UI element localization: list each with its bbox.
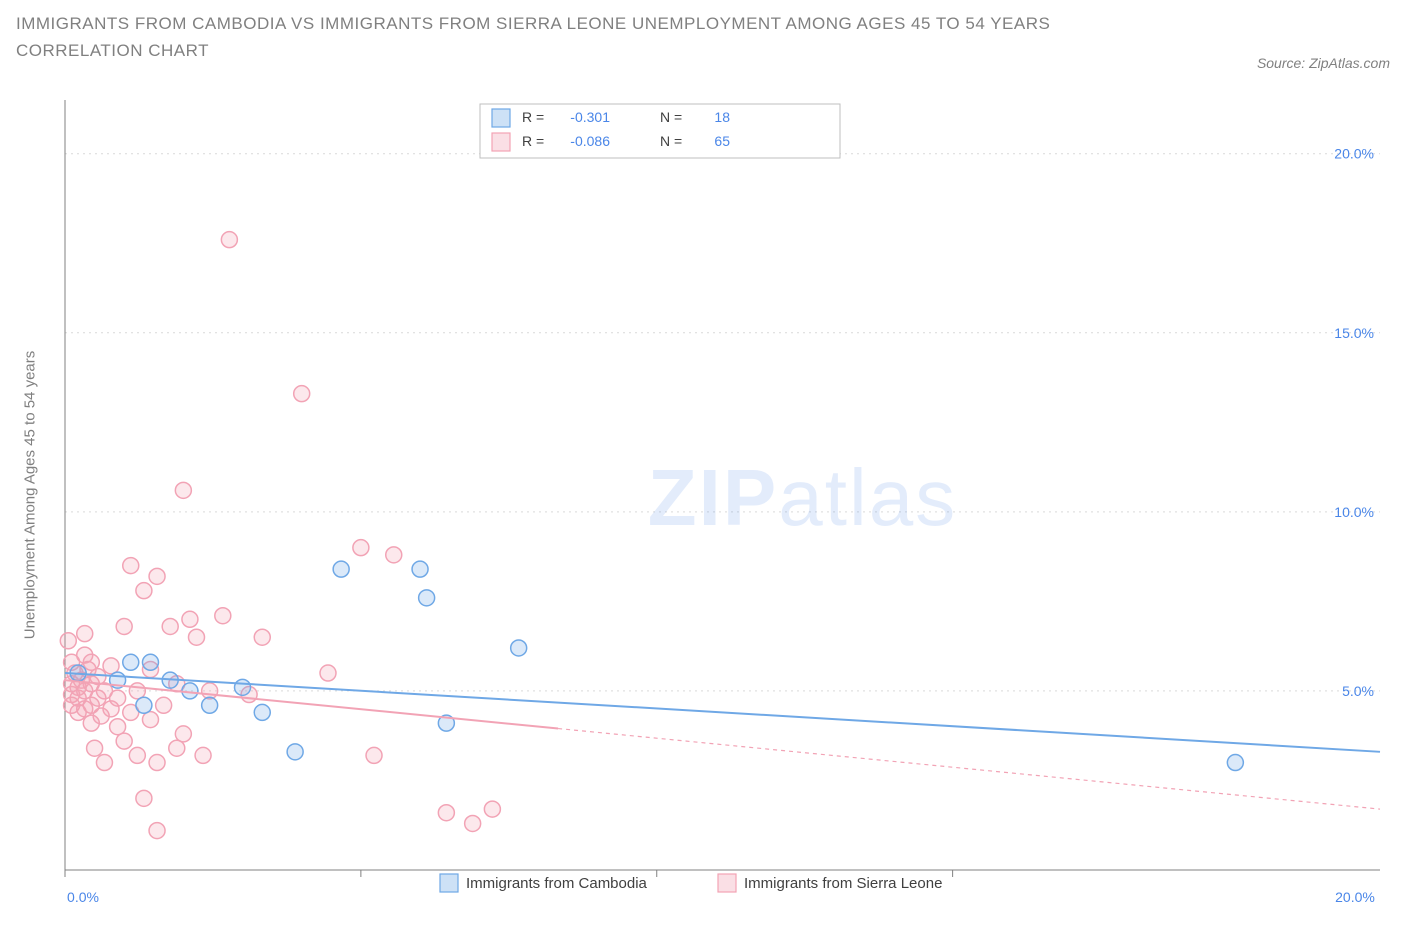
bottom-legend-label-cambodia: Immigrants from Cambodia: [466, 875, 648, 892]
sierra_leone-point: [110, 719, 126, 735]
chart-title-line1: IMMIGRANTS FROM CAMBODIA VS IMMIGRANTS F…: [16, 10, 1390, 37]
source-attribution: Source: ZipAtlas.com: [1257, 55, 1390, 71]
scatter-plot-svg: 5.0% 10.0% 15.0% 20.0% 0.0% 20.0% ZIPatlas R = -…: [40, 100, 1390, 912]
sierra_leone-point: [484, 801, 500, 817]
sierra_leone-point: [136, 583, 152, 599]
sierra_leone-point: [149, 823, 165, 839]
svg-text:5.0%: 5.0%: [1342, 683, 1374, 699]
svg-text:-0.086: -0.086: [570, 133, 610, 149]
svg-text:15.0%: 15.0%: [1334, 325, 1374, 341]
sierra_leone-point: [386, 547, 402, 563]
sierra_leone-point: [60, 633, 76, 649]
sierra_leone-point: [123, 558, 139, 574]
sierra_leone-point: [320, 665, 336, 681]
sierra_leone-point: [149, 568, 165, 584]
sierra_leone-point: [87, 740, 103, 756]
sierra_leone-point: [254, 629, 270, 645]
cambodia-point: [123, 654, 139, 670]
bottom-legend-swatch-cambodia: [440, 874, 458, 892]
svg-text:65: 65: [714, 133, 730, 149]
sierra_leone-point: [221, 232, 237, 248]
sierra_leone-point: [116, 733, 132, 749]
sierra_leone-point: [294, 386, 310, 402]
svg-text:20.0%: 20.0%: [1335, 889, 1375, 905]
sierra_leone-point: [156, 697, 172, 713]
sierra_leone-point: [438, 805, 454, 821]
svg-text:20.0%: 20.0%: [1334, 146, 1374, 162]
sierra_leone-point: [142, 712, 158, 728]
legend-swatch-cambodia: [492, 109, 510, 127]
svg-text:N =: N =: [660, 109, 682, 125]
sierra_leone-point: [189, 629, 205, 645]
cambodia-point: [142, 654, 158, 670]
cambodia-point: [287, 744, 303, 760]
sierra_leone-point: [182, 611, 198, 627]
svg-text:R =: R =: [522, 133, 544, 149]
sierra_leone-point: [129, 683, 145, 699]
svg-text:10.0%: 10.0%: [1334, 504, 1374, 520]
cambodia-point: [412, 561, 428, 577]
sierra_leone-point: [103, 658, 119, 674]
sierra_leone-point: [129, 747, 145, 763]
legend-swatch-sierra_leone: [492, 133, 510, 151]
plot-area: Unemployment Among Ages 45 to 54 years 5…: [40, 100, 1390, 890]
svg-text:-0.301: -0.301: [570, 109, 610, 125]
chart-title-line2: CORRELATION CHART: [16, 37, 1390, 64]
svg-text:N =: N =: [660, 133, 682, 149]
sierra_leone-point: [83, 654, 99, 670]
sierra_leone-point: [110, 690, 126, 706]
bottom-legend-label-sierra_leone: Immigrants from Sierra Leone: [744, 875, 942, 892]
sierra_leone-point: [175, 726, 191, 742]
sierra_leone-point: [215, 608, 231, 624]
svg-text:18: 18: [714, 109, 730, 125]
cambodia-point: [202, 697, 218, 713]
y-axis-label: Unemployment Among Ages 45 to 54 years: [22, 351, 39, 640]
cambodia-point: [333, 561, 349, 577]
sierra_leone-point: [96, 755, 112, 771]
cambodia-point: [254, 704, 270, 720]
cambodia-point: [235, 679, 251, 695]
sierra_leone-point: [353, 540, 369, 556]
sierra_leone-point: [149, 755, 165, 771]
cambodia-point: [419, 590, 435, 606]
sierra_leone-trendline-extrapolated: [558, 729, 1380, 810]
sierra_leone-point: [169, 740, 185, 756]
sierra_leone-point: [366, 747, 382, 763]
cambodia-point: [1227, 755, 1243, 771]
cambodia-point: [136, 697, 152, 713]
sierra_leone-point: [465, 815, 481, 831]
sierra_leone-point: [136, 790, 152, 806]
sierra_leone-point: [162, 618, 178, 634]
svg-text:R =: R =: [522, 109, 544, 125]
chart-title-block: IMMIGRANTS FROM CAMBODIA VS IMMIGRANTS F…: [16, 10, 1390, 64]
svg-text:0.0%: 0.0%: [67, 889, 99, 905]
sierra_leone-point: [116, 618, 132, 634]
sierra_leone-point: [77, 626, 93, 642]
sierra_leone-point: [195, 747, 211, 763]
cambodia-point: [511, 640, 527, 656]
sierra_leone-point: [175, 482, 191, 498]
svg-text:ZIPatlas: ZIPatlas: [648, 453, 957, 542]
bottom-legend-swatch-sierra_leone: [718, 874, 736, 892]
